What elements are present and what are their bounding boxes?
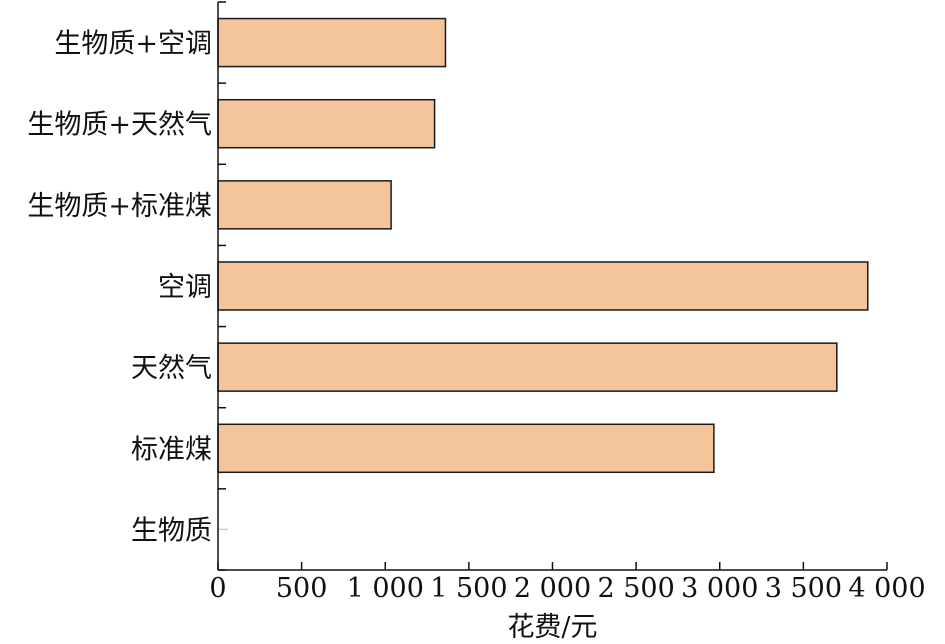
x-tick-label-6: 3 000 [681, 573, 758, 604]
x-tick-label-3: 1 500 [430, 573, 507, 604]
bar-2 [217, 180, 392, 230]
x-tick-label-1: 500 [276, 573, 328, 604]
bar-3 [217, 261, 869, 311]
x-tick-label-8: 4 000 [848, 573, 925, 604]
y-ticks-group [218, 1, 226, 571]
bar-1 [217, 98, 436, 149]
x-tick-label-7: 3 500 [765, 573, 842, 604]
x-tick-label-4: 2 000 [514, 573, 591, 604]
category-label-0: 生物质+空调 [54, 29, 212, 60]
x-tick-label-2: 1 000 [347, 573, 424, 604]
bar-4 [217, 342, 838, 392]
category-label-6: 生物质 [131, 515, 212, 546]
category-label-2: 生物质+标准煤 [27, 191, 212, 222]
category-label-3: 空调 [158, 272, 212, 303]
category-label-1: 生物质+天然气 [27, 110, 212, 141]
bars-group [217, 17, 869, 531]
x-axis-title: 花费/元 [507, 612, 597, 643]
x-ticks-group: 0 500 1 000 1 500 2 000 2 500 3 000 3 500 4 000 [209, 562, 926, 604]
category-label-4: 天然气 [131, 353, 212, 384]
x-tick-label-5: 2 500 [597, 573, 674, 604]
bar-5 [217, 423, 715, 474]
category-label-5: 标准煤 [131, 434, 212, 465]
x-tick-label-0: 0 [209, 573, 226, 604]
bar-0 [217, 17, 447, 68]
